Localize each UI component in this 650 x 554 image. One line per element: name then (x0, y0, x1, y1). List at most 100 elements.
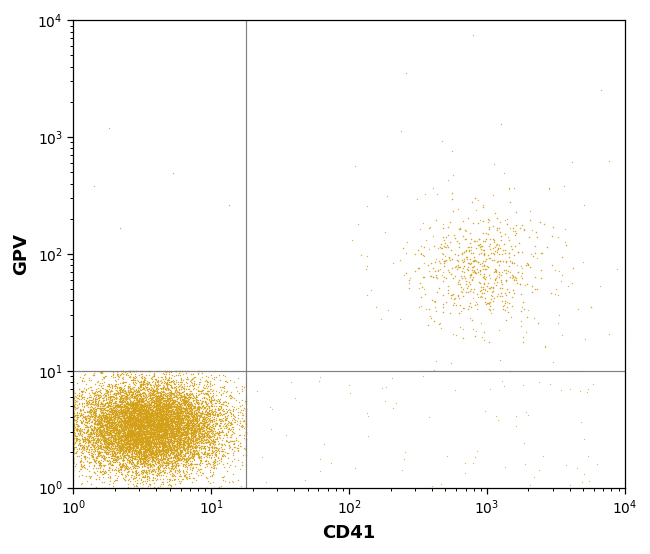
Point (196, 398, 207, 407)
Point (133, 420, 144, 429)
Point (152, 367, 162, 376)
Point (240, 447, 251, 455)
Point (189, 448, 200, 456)
Point (68, 437, 79, 445)
Point (122, 393, 132, 402)
Point (133, 411, 143, 420)
Point (181, 474, 191, 483)
Point (122, 417, 132, 425)
Point (211, 418, 221, 427)
Point (200, 418, 211, 427)
Point (205, 450, 215, 459)
Point (192, 435, 202, 444)
Point (123, 447, 133, 456)
Point (203, 450, 214, 459)
Point (177, 414, 187, 423)
Point (82, 421, 92, 430)
Point (120, 452, 130, 461)
Point (138, 383, 148, 392)
Point (428, 232, 438, 240)
Point (188, 433, 199, 442)
Point (160, 433, 170, 442)
Point (155, 420, 165, 429)
Point (146, 426, 156, 435)
Point (105, 430, 116, 439)
Point (156, 413, 166, 422)
Point (144, 450, 155, 459)
Point (123, 422, 133, 431)
Point (163, 442, 174, 450)
Point (138, 435, 148, 444)
Point (142, 378, 153, 387)
Point (136, 449, 146, 458)
Point (127, 406, 137, 415)
Point (114, 397, 124, 406)
Point (182, 454, 192, 463)
Point (133, 450, 143, 459)
Point (126, 387, 136, 396)
Point (142, 437, 152, 445)
Point (164, 394, 175, 403)
Point (150, 406, 161, 414)
Point (144, 427, 155, 435)
Point (136, 469, 146, 478)
Point (140, 427, 150, 436)
Point (81, 415, 92, 424)
Point (176, 474, 187, 483)
Point (167, 409, 177, 418)
Point (68, 425, 79, 434)
Point (465, 286, 475, 295)
Point (146, 462, 156, 471)
Point (112, 430, 123, 439)
Point (202, 432, 213, 441)
Point (183, 422, 193, 431)
Point (200, 401, 211, 410)
Point (491, 412, 502, 420)
Point (149, 436, 159, 445)
Point (109, 443, 120, 452)
Point (90, 439, 100, 448)
Point (204, 391, 214, 400)
Point (134, 431, 144, 440)
Point (203, 408, 213, 417)
Point (151, 427, 162, 436)
Point (131, 423, 141, 432)
Point (94, 381, 105, 389)
Point (200, 397, 211, 406)
Point (137, 434, 148, 443)
Point (174, 427, 185, 436)
Point (188, 464, 198, 473)
Point (159, 434, 170, 443)
Point (157, 464, 168, 473)
Point (146, 420, 156, 429)
Point (207, 404, 217, 413)
Point (116, 435, 126, 444)
Point (138, 423, 149, 432)
Point (178, 420, 188, 429)
Point (150, 417, 160, 426)
Point (147, 429, 157, 438)
Point (201, 406, 211, 415)
Point (86, 402, 97, 411)
Point (177, 407, 188, 416)
Point (150, 423, 161, 432)
Point (176, 430, 186, 439)
Point (83, 422, 94, 431)
Point (502, 297, 512, 306)
Point (204, 382, 214, 391)
Point (177, 444, 188, 453)
Point (148, 442, 158, 450)
Point (157, 483, 168, 492)
Point (166, 443, 177, 452)
Point (257, 453, 267, 461)
Point (107, 419, 117, 428)
Point (168, 452, 179, 461)
Point (136, 369, 147, 378)
Point (116, 416, 126, 424)
Point (149, 429, 159, 438)
Point (182, 406, 192, 414)
Point (68, 383, 79, 392)
Point (188, 417, 199, 426)
Point (111, 430, 121, 439)
Point (132, 435, 142, 444)
